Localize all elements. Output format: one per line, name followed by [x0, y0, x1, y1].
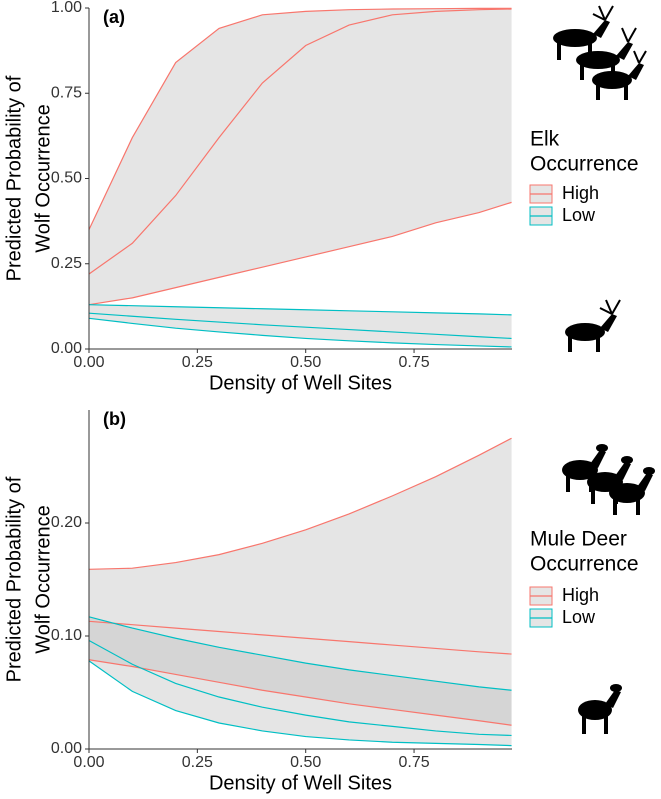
panel-label: (b) [103, 409, 126, 429]
series-line [88, 312, 512, 340]
y-axis-title: Wolf Occurrence [32, 505, 54, 654]
series-line [88, 201, 512, 306]
panel-label: (a) [103, 7, 125, 27]
legend-label: High [562, 585, 599, 605]
ribbon [89, 304, 512, 347]
elk-single [565, 299, 621, 352]
y-tick-label: 1.00 [51, 0, 82, 16]
y-tick-label: 0.75 [51, 84, 82, 101]
legend-label: High [562, 183, 599, 203]
x-tick-label: 0.50 [290, 754, 321, 771]
legend-label: Low [562, 205, 596, 225]
legend-title: Occurrence [530, 153, 639, 176]
legend-title: Elk [530, 128, 560, 151]
y-tick-label: 0.25 [51, 255, 82, 272]
legend-label: Low [562, 607, 596, 627]
ribbon [89, 8, 512, 305]
legend-title: Occurrence [530, 553, 639, 576]
series-line [88, 620, 512, 655]
deer-herd [562, 444, 655, 515]
x-tick-label: 0.00 [73, 354, 104, 371]
y-tick-label: 0.20 [51, 514, 82, 531]
y-tick-label: 0.00 [51, 740, 82, 757]
series-line [88, 639, 512, 737]
x-tick-label: 0.75 [398, 754, 429, 771]
x-axis-title: Density of Well Sites [209, 772, 392, 794]
y-axis-title: Wolf Occurrence [32, 104, 54, 253]
series-line [88, 616, 512, 691]
x-tick-label: 0.25 [182, 754, 213, 771]
ribbon [89, 616, 512, 746]
y-tick-label: 0.00 [51, 340, 82, 357]
series-line [88, 8, 512, 275]
y-tick-label: 0.10 [51, 627, 82, 644]
y-axis-title: Predicted Probability of [3, 75, 25, 281]
x-tick-label: 0.00 [73, 754, 104, 771]
series-line [88, 660, 512, 747]
deer-single [578, 684, 622, 734]
y-axis-title: Predicted Probability of [3, 476, 25, 682]
ribbon [89, 438, 512, 726]
series-line [88, 659, 512, 726]
elk-herd [553, 5, 647, 100]
x-tick-label: 0.75 [398, 354, 429, 371]
series-line [88, 317, 512, 348]
x-tick-label: 0.25 [182, 354, 213, 371]
y-tick-label: 0.50 [51, 170, 82, 187]
series-line [88, 304, 512, 316]
animal-icons [553, 5, 655, 734]
series-line [88, 437, 512, 570]
series-line [88, 7, 512, 230]
x-axis-title: Density of Well Sites [209, 372, 392, 394]
legend-title: Mule Deer [530, 528, 627, 551]
x-tick-label: 0.50 [290, 354, 321, 371]
